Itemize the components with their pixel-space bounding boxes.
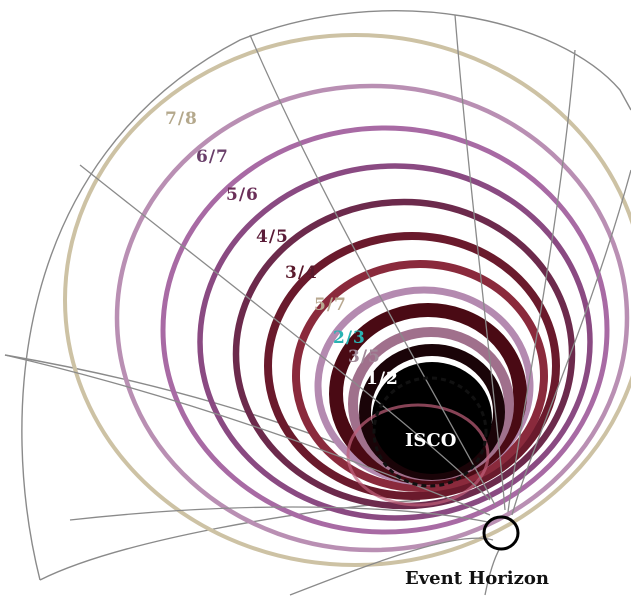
orbit-ring [232,198,576,510]
funnel-spoke [289,537,494,596]
dense-orbit-core [372,362,492,474]
funnel-spoke [507,49,576,513]
orbit-label-r35: 3/5 [348,347,381,367]
funnel-spoke [511,169,631,516]
funnel-spoke [4,354,491,516]
orbit-ring [264,232,560,500]
isco-label: ISCO [405,430,456,451]
funnel-outer-rim [21,10,631,581]
event-horizon-group: Event Horizon [405,515,549,589]
orbit-ring [160,125,610,535]
event-horizon-label: Event Horizon [405,568,549,589]
funnel-spoke [249,34,496,506]
orbit-label-r78: 7/8 [165,109,198,129]
isco-dashed-circle [372,376,488,488]
orbit-label-r45: 4/5 [256,227,289,247]
funnel-spokes [4,14,631,596]
orbit-label-r34: 3/4 [285,263,318,283]
orbit-ring [114,83,630,553]
orbit-label-r67: 6/7 [196,147,229,167]
orbit-label-r57: 5/7 [314,295,347,315]
orbit-rings [63,33,631,567]
orbit-label-r12: 1/2 [366,369,399,389]
orbit-ring [197,163,593,521]
inner-swirl [346,403,490,507]
orbit-labels: 7/8 6/7 5/6 4/5 3/4 5/7 2/33/51/2 [165,109,399,389]
funnel-spoke [69,506,489,523]
orbit-label-r23: 2/3 [333,328,366,348]
orbit-ring [63,33,631,567]
event-horizon-circle [482,515,520,551]
orbit-label-r56: 5/6 [226,185,259,205]
orbit-ring [292,260,548,492]
funnel-spoke [79,164,491,501]
funnel-spoke [454,14,506,511]
